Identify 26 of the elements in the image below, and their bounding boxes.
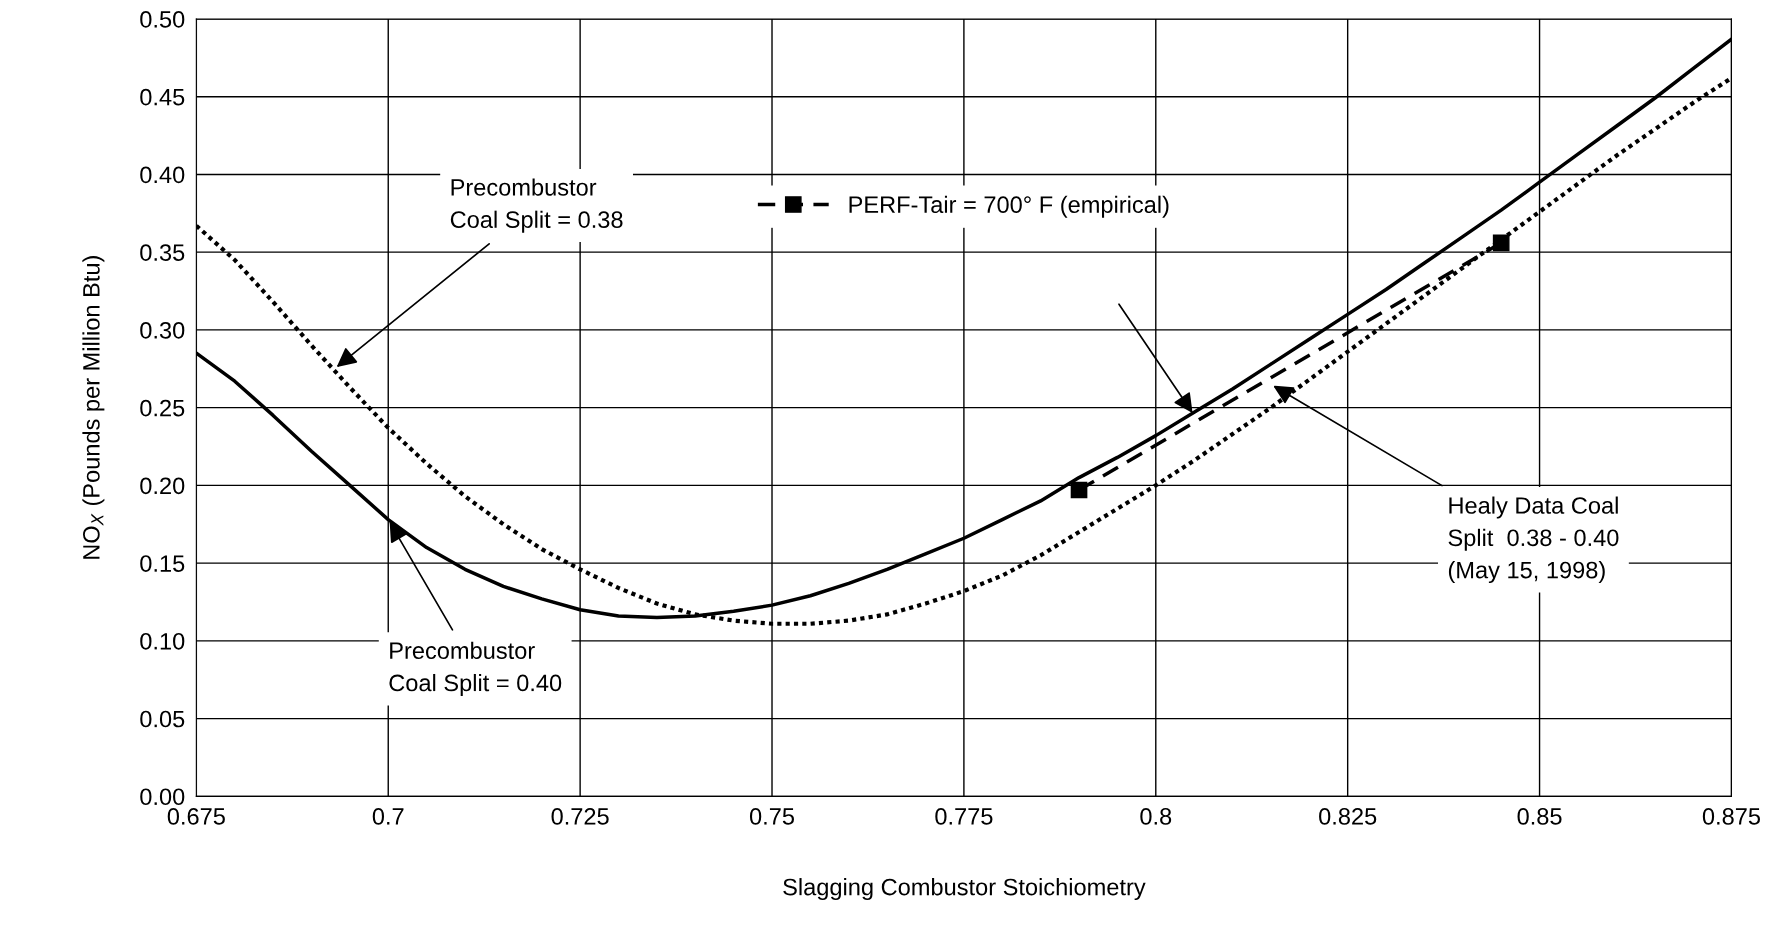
x-tick-label: 0.8 <box>1140 808 1172 825</box>
x-tick-label: 0.675 <box>167 808 225 825</box>
x-tick-label: 0.75 <box>749 808 794 825</box>
x-tick-label: 0.85 <box>1517 808 1562 825</box>
x-tick-label: 0.7 <box>372 808 404 825</box>
x-tick-label: 0.825 <box>1319 808 1377 825</box>
annotation: Precombustor Coal Split = 0.40 <box>389 641 562 696</box>
y-tick-label: 0.35 <box>140 244 185 261</box>
y-tick-label: 0.30 <box>140 321 185 339</box>
y-tick-label: 0.15 <box>140 555 185 572</box>
y-tick-label: 0.05 <box>140 710 185 728</box>
x-tick-label: 0.775 <box>935 808 993 825</box>
x-axis-title: Slagging Combustor Stoichiometry <box>783 878 1146 901</box>
y-tick-label: 0.10 <box>140 632 185 650</box>
y-tick-label: 0.25 <box>140 399 185 417</box>
y-tick-label: 0.45 <box>140 88 185 106</box>
y-tick-label: 0.00 <box>140 788 185 806</box>
y-tick-label: 0.20 <box>140 477 185 495</box>
y-tick-label: 0.50 <box>140 11 185 28</box>
x-tick-label: 0.875 <box>1702 808 1761 825</box>
y-tick-label: 0.40 <box>140 166 185 184</box>
x-tick-label: 0.725 <box>551 808 609 825</box>
annotation: Healy Data Coal Split 0.38 - 0.40 (May 15, 1998) <box>1448 496 1619 584</box>
y-axis-title: NO$_{X}$ (Pounds per Million Btu) <box>82 256 105 559</box>
legend-label: PERF-Tair = 700° F (empirical) <box>849 195 1169 218</box>
annotation: Precombustor Coal Split = 0.38 <box>450 178 623 233</box>
